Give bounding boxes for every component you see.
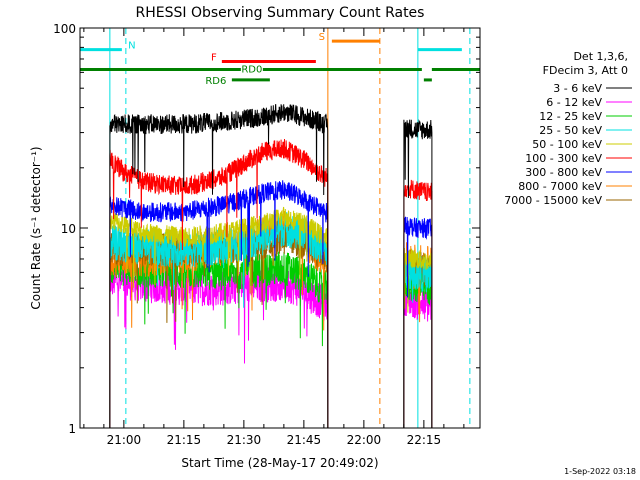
series-line-50-100-kev-part-2 <box>403 247 433 428</box>
legend-label: 300 - 800 keV <box>525 166 602 179</box>
y-tick-label: 10 <box>61 222 76 236</box>
legend-label: 100 - 300 keV <box>525 152 602 165</box>
flag-label-rd0-backdrop <box>240 64 263 75</box>
series-line-300-800-kev-part-1 <box>109 180 329 429</box>
legend-label: 7000 - 15000 keV <box>504 194 602 207</box>
chart-title: RHESSI Observing Summary Count Rates <box>136 5 425 21</box>
series-line-50-100-kev-part-1 <box>109 206 329 429</box>
series-line-100-300-kev-part-1 <box>109 138 329 429</box>
series-line-300-800-kev-part-2 <box>403 216 433 428</box>
series-line-3-6-kev-part-1 <box>109 104 329 429</box>
legend-header-line-1: Det 1,3,6, <box>573 50 628 63</box>
x-tick-label: 21:15 <box>167 433 202 447</box>
flag-label-f: F <box>211 52 217 63</box>
series-line-6-12-kev-part-1 <box>109 263 329 429</box>
legend-label: 3 - 6 keV <box>553 82 602 95</box>
x-axis-label: Start Time (28-May-17 20:49:02) <box>181 456 378 470</box>
x-tick-label: 21:00 <box>107 433 142 447</box>
flag-label-rd6: RD6 <box>205 76 226 87</box>
series-line-25-50-kev-part-1 <box>109 212 329 429</box>
flag-label-rd0: RD0 <box>241 65 262 76</box>
axis-ticks: 21:00 21:15 21:30 21:45 22:00 22:15 1 10 100 <box>53 22 480 447</box>
flag-label-s: S <box>319 32 325 43</box>
x-tick-label: 21:30 <box>227 433 262 447</box>
flag-label-n: N <box>128 41 135 52</box>
x-tick-label: 21:45 <box>287 433 322 447</box>
x-tick-label: 22:00 <box>347 433 382 447</box>
timestamp: 1-Sep-2022 03:18 <box>564 467 636 476</box>
x-tick-label: 22:15 <box>407 433 442 447</box>
y-axis-label: Count Rate (s⁻¹ detector⁻¹) <box>29 146 43 309</box>
legend-label: 6 - 12 keV <box>546 96 602 109</box>
legend-label: 12 - 25 keV <box>539 110 602 123</box>
legend-label: 50 - 100 keV <box>532 138 602 151</box>
series-line-3-6-kev-part-2 <box>403 119 433 428</box>
y-tick-label: 100 <box>53 22 76 36</box>
plot-area: N F RD0 RD6 S <box>80 28 480 429</box>
legend-header-line-2: FDecim 3, Att 0 <box>543 64 628 77</box>
legend-label: 25 - 50 keV <box>539 124 602 137</box>
y-tick-label: 1 <box>68 422 76 436</box>
series-line-12-25-kev-part-1 <box>109 248 329 429</box>
legend-label: 800 - 7000 keV <box>518 180 602 193</box>
